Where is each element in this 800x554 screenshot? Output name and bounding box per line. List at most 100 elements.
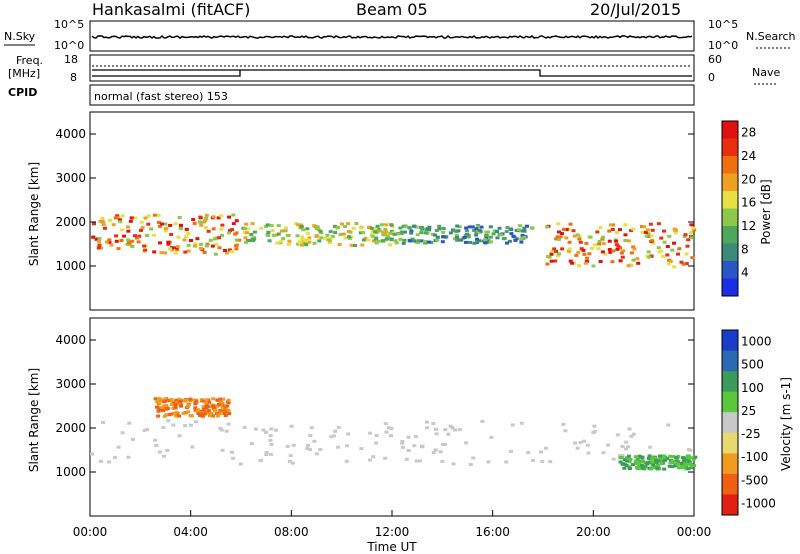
scatter-cell	[227, 215, 232, 219]
scatter-cell	[567, 247, 572, 251]
scatter-cell	[139, 228, 143, 232]
scatter-cell	[606, 443, 611, 447]
scatter-cell	[410, 237, 415, 241]
scatter-cell	[456, 229, 461, 233]
scatter-cell	[152, 250, 157, 254]
scatter-cell	[603, 252, 608, 256]
scatter-cell	[184, 227, 189, 231]
scatter-cell	[549, 249, 554, 253]
scatter-cell	[291, 443, 296, 447]
scatter-cell	[225, 404, 230, 408]
scatter-cell	[495, 236, 500, 240]
y-tick-label: 3000	[55, 377, 86, 391]
freq-tick-bottom: 8	[70, 71, 77, 84]
scatter-cell	[547, 255, 552, 259]
scatter-cell	[633, 459, 638, 463]
scatter-cell	[245, 231, 249, 235]
scatter-cell	[662, 240, 667, 244]
scatter-cell	[691, 226, 696, 230]
scatter-cell	[618, 456, 623, 459]
colorbar-swatch	[722, 453, 738, 475]
scatter-cell	[177, 399, 182, 403]
scatter-cell	[489, 435, 494, 439]
scatter-cell	[373, 230, 378, 234]
scatter-cell	[476, 230, 481, 234]
scatter-cell	[582, 252, 587, 256]
x-tick-label: 00:00	[73, 525, 108, 539]
scatter-cell	[434, 432, 439, 436]
nave-tick-top: 60	[708, 53, 722, 66]
scatter-cell	[615, 433, 620, 437]
scatter-cell	[201, 412, 206, 416]
scatter-cell	[128, 243, 133, 247]
scatter-cell	[203, 218, 208, 222]
scatter-cell	[443, 428, 448, 432]
scatter-cell	[361, 238, 366, 242]
scatter-cell	[581, 248, 586, 252]
scatter-cell	[384, 223, 389, 227]
scatter-cell	[265, 223, 270, 227]
scatter-cell	[409, 229, 414, 233]
velocity-ylabel: Slant Range [km]	[27, 368, 41, 472]
scatter-cell	[484, 230, 489, 234]
scatter-cell	[164, 404, 169, 407]
scatter-cell	[626, 454, 631, 458]
scatter-cell	[92, 222, 96, 226]
scatter-cell	[164, 413, 169, 417]
scatter-cell	[219, 214, 224, 218]
scatter-cell	[304, 243, 309, 247]
scatter-cell	[424, 420, 429, 424]
scatter-cell	[468, 241, 473, 244]
scatter-cell	[633, 455, 638, 459]
scatter-cell	[656, 459, 661, 463]
scatter-cell	[325, 233, 330, 237]
scatter-cell	[368, 431, 373, 435]
scatter-cell	[584, 259, 589, 263]
nsky-label: N.Sky	[4, 30, 36, 43]
scatter-cell	[598, 226, 603, 230]
scatter-cell	[419, 239, 424, 243]
scatter-cell	[674, 456, 679, 460]
scatter-cell	[359, 447, 364, 451]
scatter-cell	[672, 241, 676, 245]
scatter-cell	[120, 431, 125, 435]
scatter-cell	[114, 239, 119, 243]
scatter-cell	[163, 227, 168, 231]
scatter-cell	[143, 216, 148, 220]
scatter-cell	[679, 466, 684, 470]
scatter-cell	[250, 222, 255, 226]
scatter-cell	[217, 402, 222, 406]
scatter-cell	[453, 428, 457, 432]
scatter-cell	[657, 250, 662, 254]
scatter-cell	[206, 409, 211, 413]
scatter-cell	[375, 224, 380, 228]
scatter-cell	[303, 239, 307, 242]
scatter-cell	[242, 425, 247, 429]
colorbar-swatch	[722, 191, 738, 209]
scatter-cell	[301, 228, 306, 232]
scatter-cell	[337, 243, 342, 246]
scatter-cell	[631, 432, 636, 436]
scatter-cell	[576, 250, 581, 254]
colorbar-swatch	[722, 391, 738, 413]
colorbar-tick-label: 500	[741, 358, 764, 372]
scatter-cell	[455, 235, 460, 239]
scatter-cell	[220, 223, 225, 227]
scatter-cell	[513, 238, 518, 242]
scatter-cell	[495, 230, 499, 233]
scatter-cell	[629, 229, 634, 233]
scatter-cell	[216, 413, 221, 417]
scatter-cell	[286, 242, 291, 246]
colorbar-tick-label: 4	[741, 266, 749, 280]
scatter-cell	[333, 231, 338, 235]
scatter-cell	[269, 452, 273, 456]
scatter-cell	[563, 429, 568, 433]
scatter-cell	[406, 435, 411, 439]
scatter-cell	[570, 261, 574, 265]
scatter-cell	[258, 459, 263, 462]
scatter-cell	[647, 456, 651, 460]
scatter-cell	[230, 450, 234, 454]
scatter-cell	[646, 228, 650, 232]
velocity-colorbar: 1000 500 100 25 -25 -100 -500 -1000	[721, 329, 776, 516]
scatter-cell	[623, 239, 628, 242]
